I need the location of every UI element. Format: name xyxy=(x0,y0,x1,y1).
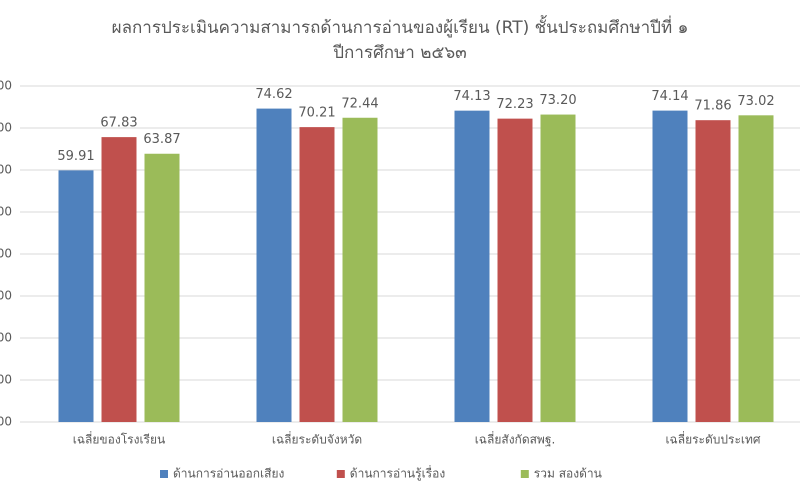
legend-swatch xyxy=(336,470,345,478)
data-label: 67.83 xyxy=(100,116,137,131)
data-label: 72.44 xyxy=(341,96,378,111)
bar xyxy=(497,118,533,422)
bar xyxy=(652,110,688,422)
y-tick-label: 50.00 xyxy=(0,205,12,219)
y-tick-label: 80.00 xyxy=(0,79,12,93)
data-label: 74.14 xyxy=(651,89,688,104)
bar xyxy=(256,108,292,422)
bar xyxy=(454,110,490,423)
data-label: 73.02 xyxy=(737,94,774,109)
bar xyxy=(738,115,774,422)
bar xyxy=(540,114,576,422)
data-label: 74.13 xyxy=(453,89,490,104)
legend-label: รวม สองด้าน xyxy=(534,467,602,481)
x-tick-label: เฉลี่ยของโรงเรียน xyxy=(73,431,165,447)
bar xyxy=(101,137,137,422)
y-tick-label: 40.00 xyxy=(0,247,12,261)
legend-label: ด้านการอ่านออกเสียง xyxy=(173,467,284,481)
legend-swatch xyxy=(520,470,529,478)
data-label: 72.23 xyxy=(496,97,533,112)
data-label: 74.62 xyxy=(255,87,292,102)
x-tick-label: เฉลี่ยระดับประเทศ xyxy=(665,431,760,447)
y-tick-label: 60.00 xyxy=(0,163,12,177)
y-tick-label: 70.00 xyxy=(0,121,12,135)
x-tick-label: เฉลี่ยระดับจังหวัด xyxy=(272,431,362,447)
data-label: 59.91 xyxy=(57,149,94,164)
bar xyxy=(342,117,378,422)
bar xyxy=(144,153,180,422)
y-tick-label: 30.00 xyxy=(0,289,12,303)
legend-swatch xyxy=(160,470,168,478)
legend-label: ด้านการอ่านรู้เรื่อง xyxy=(350,465,445,482)
x-tick-label: เฉลี่ยสังกัดสพฐ. xyxy=(475,431,556,447)
data-label: 70.21 xyxy=(298,106,335,121)
bar xyxy=(695,120,731,423)
data-label: 73.20 xyxy=(539,93,576,108)
bar xyxy=(58,170,94,422)
data-label: 63.87 xyxy=(143,132,180,147)
y-tick-label: 0.00 xyxy=(0,415,12,429)
chart-title: ปีการศึกษา ๒๕๖๓ xyxy=(332,43,466,63)
chart-title: ผลการประเมินความสามารถด้านการอ่านของผู้เ… xyxy=(112,15,689,38)
data-label: 71.86 xyxy=(694,99,731,114)
y-tick-label: 20.00 xyxy=(0,331,12,345)
bar xyxy=(299,127,335,423)
y-tick-label: 10.00 xyxy=(0,373,12,387)
